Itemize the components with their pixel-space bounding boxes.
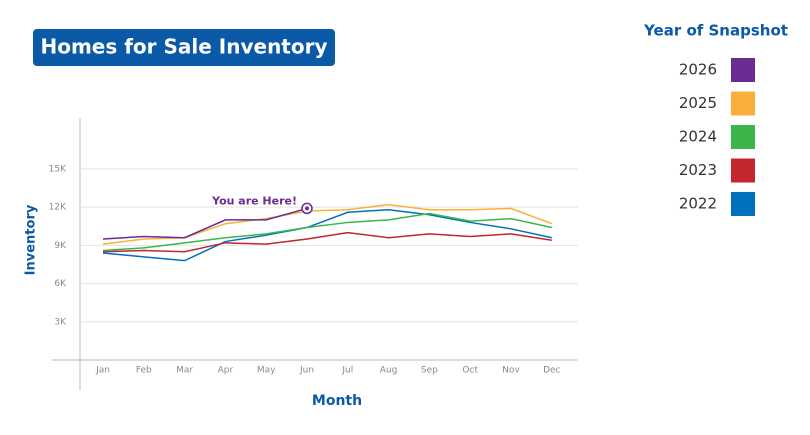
x-axis-label: Month: [312, 393, 362, 409]
legend-label: 2026: [679, 61, 717, 79]
legend-swatch: [731, 125, 755, 149]
annotation: You are Here!: [211, 194, 297, 207]
x-tick-label: May: [257, 366, 276, 376]
x-tick-label: Aug: [380, 366, 398, 376]
legend-title: Year of Snapshot: [643, 22, 788, 40]
y-tick-label: 6K: [54, 279, 67, 289]
series-line: [102, 208, 552, 262]
x-tick-label: Dec: [543, 366, 560, 376]
x-tick-label: Mar: [176, 366, 193, 376]
legend-label: 2024: [679, 128, 717, 146]
legend-swatch: [731, 58, 755, 82]
y-tick-label: 9K: [54, 241, 67, 251]
legend-swatch: [731, 192, 755, 216]
title-box: [33, 29, 335, 66]
y-tick-label: 12K: [49, 203, 67, 213]
x-tick-label: Apr: [218, 366, 234, 376]
legend-label: 2025: [679, 94, 717, 112]
x-tick-label: Oct: [462, 366, 478, 376]
x-tick-label: Jan: [95, 366, 110, 376]
chart-title: Homes for Sale Inventory: [40, 35, 327, 59]
x-tick-label: Jul: [341, 366, 353, 376]
x-tick-label: Feb: [136, 366, 152, 376]
x-tick-label: Jun: [299, 366, 314, 376]
series-line: [102, 207, 308, 240]
x-tick-label: Nov: [502, 366, 520, 376]
y-axis-label: Inventory: [24, 204, 39, 275]
series-line: [102, 212, 552, 252]
legend-label: 2022: [679, 195, 717, 213]
you-are-here-dot: [305, 206, 309, 211]
legend-label: 2023: [679, 161, 717, 179]
x-tick-label: Sep: [421, 366, 438, 376]
series-line: [102, 231, 552, 253]
y-tick-label: 3K: [54, 317, 67, 327]
y-tick-label: 15K: [49, 164, 67, 174]
legend-swatch: [731, 158, 755, 183]
legend-swatch: [731, 91, 755, 116]
